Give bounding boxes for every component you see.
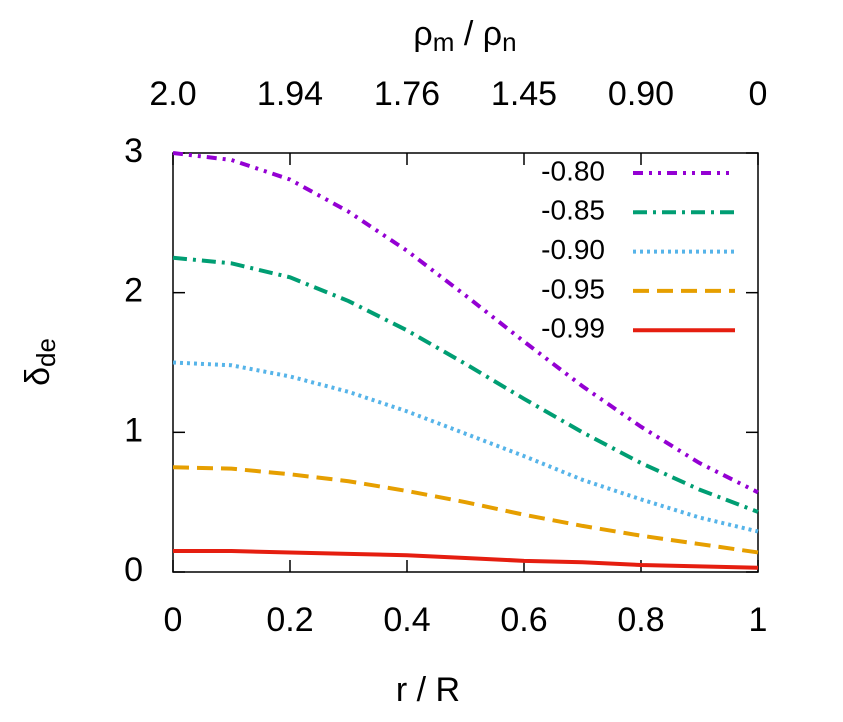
- x2-label-sub: m: [433, 27, 455, 57]
- y-tick-label: 2: [124, 272, 143, 310]
- plot-frame: [172, 152, 759, 573]
- x2-tick-label: 1.45: [491, 75, 557, 113]
- x2-tick-label: 1.76: [374, 75, 440, 113]
- series-line: [172, 255, 759, 514]
- series-line: [173, 549, 759, 570]
- y-tick-label: 1: [124, 411, 143, 449]
- y-tick-label: 0: [124, 551, 143, 589]
- legend-label: -0.95: [541, 273, 605, 304]
- series-line: [172, 360, 759, 534]
- x-tick-label: 0.8: [617, 601, 664, 639]
- x-tick-label: 0.6: [500, 601, 547, 639]
- y-tick-label: 3: [124, 132, 143, 170]
- legend-label: -0.85: [541, 195, 605, 226]
- x-tick-label: 1: [749, 601, 768, 639]
- x-tick-label: 0: [164, 601, 183, 639]
- x2-label-sub: n: [502, 27, 516, 57]
- x-tick-label: 0.2: [266, 601, 313, 639]
- series-line: [172, 151, 759, 495]
- x2-label-part: / ρ: [454, 15, 502, 53]
- x2-axis-label: ρm / ρn: [413, 15, 516, 57]
- x-axis-label: r / R: [396, 671, 460, 709]
- y-axis-label: δde: [19, 338, 61, 386]
- x-tick-label: 0.4: [383, 601, 430, 639]
- x2-tick-label: 1.94: [257, 75, 323, 113]
- x2-label-part: ρ: [413, 15, 432, 53]
- x2-tick-label: 0.90: [608, 75, 674, 113]
- legend-label: -0.80: [541, 155, 605, 186]
- x2-tick-label: 2.0: [149, 75, 196, 113]
- x2-tick-label: 0: [749, 75, 768, 113]
- y-label-main: δ: [19, 367, 57, 386]
- legend-label: -0.99: [541, 313, 605, 344]
- series-line: [172, 465, 759, 555]
- y-label-sub: de: [31, 338, 61, 367]
- legend-label: -0.90: [541, 234, 605, 265]
